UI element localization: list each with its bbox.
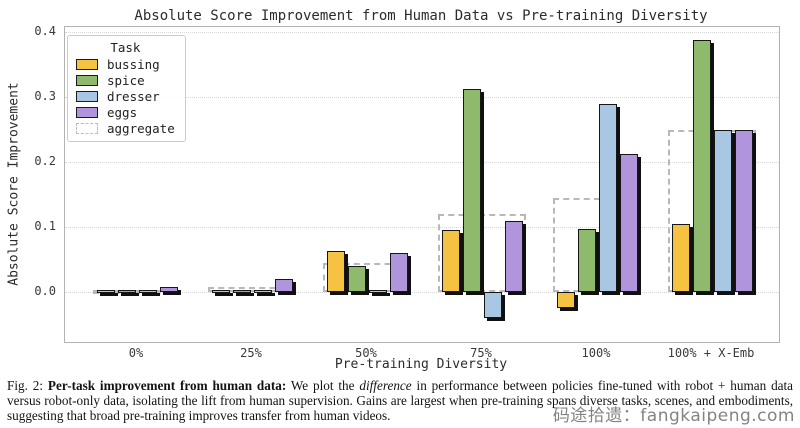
legend-swatch-spice bbox=[76, 74, 98, 86]
bar-dresser-25% bbox=[253, 289, 272, 294]
gridline bbox=[65, 97, 779, 99]
legend-swatch-eggs bbox=[76, 106, 98, 118]
bar-eggs-0% bbox=[159, 287, 178, 292]
aggregate-box-0% bbox=[93, 289, 181, 294]
legend-entry-dresser: dresser bbox=[76, 88, 175, 104]
bar-eggs-100% bbox=[619, 153, 638, 292]
bar-dresser-100% bbox=[598, 103, 617, 292]
caption-fig-label: Fig. 2: bbox=[7, 378, 44, 393]
x-tick-label-50%: 50% bbox=[355, 346, 377, 360]
aggregate-box-100% bbox=[553, 197, 641, 292]
legend-label-bussing: bussing bbox=[107, 56, 160, 72]
legend-label-eggs: eggs bbox=[107, 104, 138, 120]
gridline bbox=[65, 32, 779, 34]
bar-eggs-100% + X-Emb bbox=[734, 129, 753, 292]
caption-bold-title: Per-task improvement from human data: bbox=[47, 378, 287, 393]
bar-spice-100% + X-Emb bbox=[692, 39, 711, 292]
aggregate-box-25% bbox=[208, 287, 296, 292]
x-tick-label-100%: 100% bbox=[581, 346, 611, 360]
legend-title: Task bbox=[110, 40, 141, 55]
gridline bbox=[65, 162, 779, 164]
legend: Task bussing spice dresser eggs aggregate bbox=[67, 35, 186, 142]
bar-eggs-25% bbox=[274, 279, 293, 292]
bar-bussing-25% bbox=[211, 289, 230, 294]
bar-bussing-50% bbox=[326, 251, 345, 292]
bar-bussing-75% bbox=[441, 230, 460, 292]
bar-spice-25% bbox=[232, 289, 251, 294]
x-axis-label: Pre-training Diversity bbox=[334, 357, 508, 372]
x-tick-label-100% + X-Emb: 100% + X-Emb bbox=[667, 346, 755, 360]
bar-spice-75% bbox=[462, 88, 481, 292]
bar-dresser-50% bbox=[368, 289, 387, 294]
figure-caption: Fig. 2: Per-task improvement from human … bbox=[0, 378, 800, 423]
legend-swatch-dresser bbox=[76, 90, 98, 102]
y-tick-label: 0.1 bbox=[34, 219, 56, 234]
legend-entry-bussing: bussing bbox=[76, 56, 175, 72]
y-tick-label: 0.2 bbox=[34, 154, 56, 169]
y-tick-label: 0.3 bbox=[34, 89, 56, 104]
legend-entry-spice: spice bbox=[76, 72, 175, 88]
aggregate-box-50% bbox=[323, 262, 411, 292]
watermark-text: 码途拾遗：fangkaipeng.com bbox=[552, 406, 795, 426]
legend-swatch-bussing bbox=[76, 58, 98, 70]
bar-spice-50% bbox=[347, 266, 366, 292]
legend-entries: bussing spice dresser eggs aggregate bbox=[76, 56, 175, 136]
bar-eggs-50% bbox=[389, 253, 408, 292]
caption-italic-word: difference bbox=[359, 378, 412, 393]
bar-spice-0% bbox=[117, 289, 136, 294]
caption-text-before: We plot the bbox=[290, 378, 355, 393]
bar-bussing-100% + X-Emb bbox=[671, 223, 690, 292]
y-axis-label: Absolute Score Improvement bbox=[6, 82, 22, 286]
legend-entry-aggregate: aggregate bbox=[76, 120, 175, 136]
aggregate-box-100% + X-Emb bbox=[668, 129, 756, 292]
caption-text-after: in performance between policies fine-tun… bbox=[7, 378, 794, 423]
bar-spice-100% bbox=[577, 228, 596, 292]
legend-label-spice: spice bbox=[107, 72, 145, 88]
bar-bussing-0% bbox=[96, 289, 115, 294]
bar-eggs-75% bbox=[504, 220, 523, 292]
gridline bbox=[65, 291, 779, 293]
bar-dresser-0% bbox=[138, 289, 157, 294]
aggregate-box-75% bbox=[438, 214, 526, 292]
legend-label-dresser: dresser bbox=[107, 88, 160, 104]
figure-2-chart: Absolute Score Improvement from Human Da… bbox=[6, 8, 780, 372]
legend-label-aggregate: aggregate bbox=[107, 120, 175, 136]
plot-area bbox=[64, 26, 780, 343]
y-tick-label: 0.0 bbox=[34, 283, 56, 298]
bar-dresser-100% + X-Emb bbox=[713, 129, 732, 292]
y-tick-label: 0.4 bbox=[34, 24, 56, 39]
chart-title: Absolute Score Improvement from Human Da… bbox=[134, 8, 708, 24]
bar-bussing-100% bbox=[556, 291, 575, 309]
x-tick-label-75%: 75% bbox=[470, 346, 492, 360]
gridline bbox=[65, 227, 779, 229]
bar-dresser-75% bbox=[483, 291, 502, 318]
legend-entry-eggs: eggs bbox=[76, 104, 175, 120]
legend-swatch-aggregate bbox=[76, 122, 98, 134]
x-tick-label-0%: 0% bbox=[128, 346, 144, 360]
x-tick-label-25%: 25% bbox=[240, 346, 262, 360]
